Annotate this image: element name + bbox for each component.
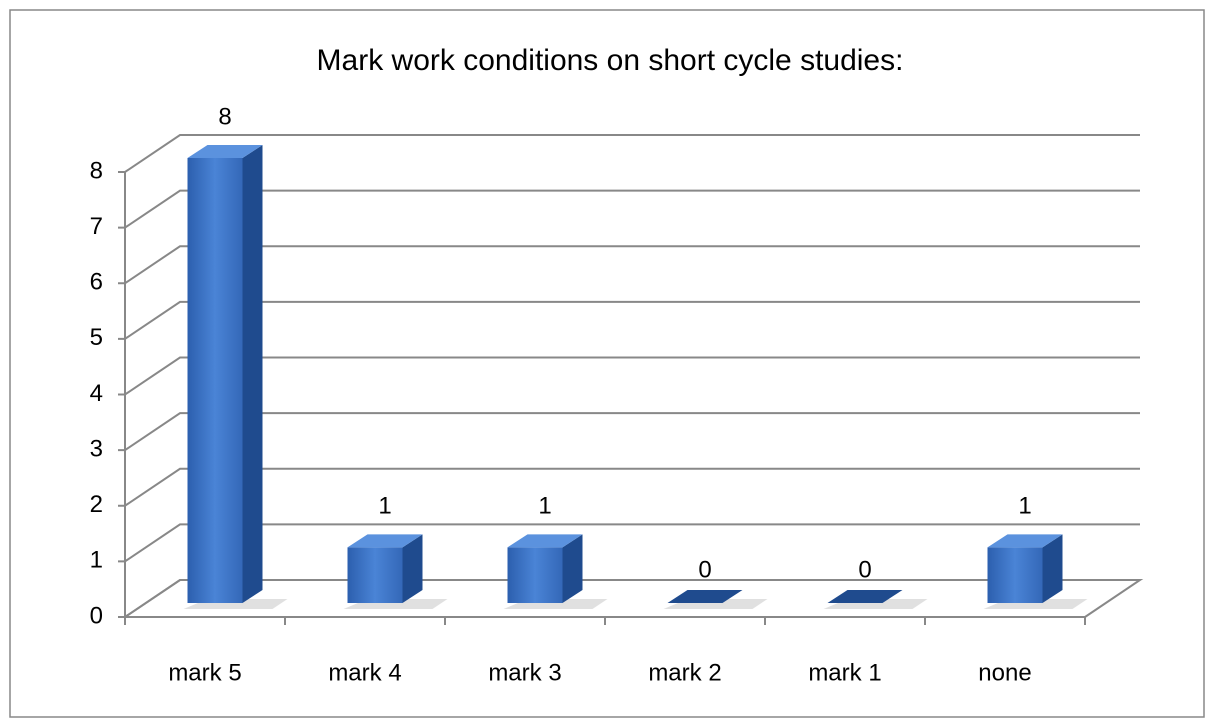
data-label: 1 [1018,493,1031,520]
data-label: 8 [218,103,231,130]
bar-face [507,534,583,548]
y-tick-label: 3 [90,435,103,462]
x-tick-label: mark 4 [328,659,401,686]
y-tick-label: 4 [90,380,103,407]
grid-line [124,523,1140,563]
grid-line [124,467,1140,507]
y-tick-label: 1 [90,547,103,574]
grid-line [124,134,1140,173]
bar [503,534,608,609]
y-tick-label: 6 [90,269,103,296]
data-label: 0 [698,556,711,583]
grid-line [124,412,1140,451]
grid-line [124,579,1140,618]
x-tick-label: mark 5 [168,659,241,686]
x-tick-label: mark 1 [808,659,881,686]
bar-face [187,145,263,158]
data-label: 1 [538,493,551,520]
bar-face [562,534,583,603]
data-label: 0 [858,556,871,583]
y-tick-label: 8 [90,157,103,184]
bar-face [987,534,1063,548]
bar-face [987,547,1043,603]
y-tick-label: 0 [90,602,103,629]
bar [183,145,288,609]
bar [343,534,448,609]
bar-face [667,590,743,603]
grid-line [124,356,1140,396]
bar-face [187,158,243,603]
bar-face [827,590,903,603]
x-tick-label: none [978,659,1031,686]
y-tick-label: 2 [90,491,103,518]
bar [823,590,928,609]
data-label: 1 [378,493,391,520]
grid-line [124,245,1140,285]
x-tick-label: mark 3 [488,659,561,686]
x-tick-label: mark 2 [648,659,721,686]
bar-face [402,534,423,603]
y-tick-label: 7 [90,213,103,240]
bar-face [347,547,403,603]
grid-line [124,189,1140,229]
bar-face [242,145,263,603]
bar-face [1042,534,1063,603]
chart-title: Mark work conditions on short cycle stud… [317,44,904,77]
bar [663,590,768,609]
grid-line [124,300,1140,340]
bar-face [507,547,563,603]
bar [983,534,1088,609]
bar-face [347,534,423,548]
y-tick-label: 5 [90,324,103,351]
